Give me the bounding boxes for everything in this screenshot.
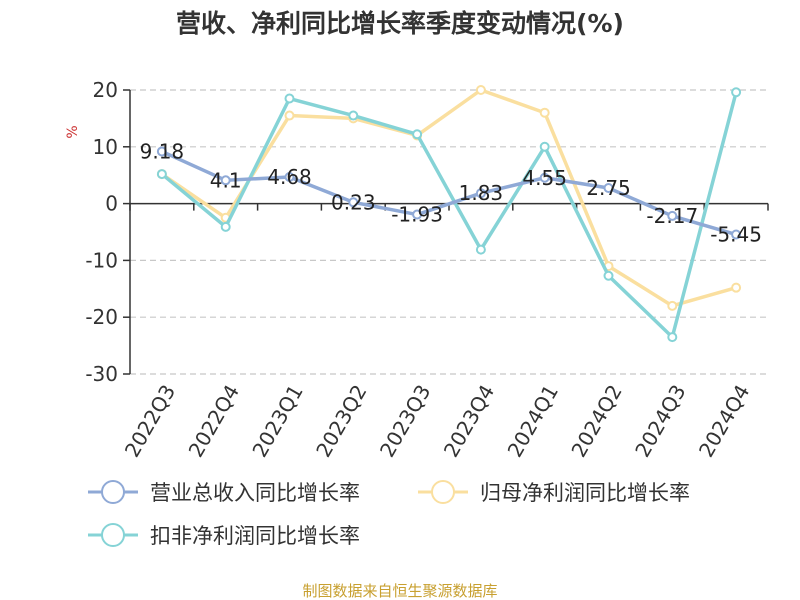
- data-point: [539, 172, 550, 183]
- data-point: [220, 175, 231, 186]
- data-point: [475, 85, 486, 95]
- data-point: [284, 110, 295, 121]
- data-point: [667, 210, 678, 221]
- legend-item[interactable]: 扣非净利润同比增长率: [88, 523, 360, 548]
- data-point: [731, 229, 742, 240]
- legend-swatch-marker: [101, 523, 125, 547]
- data-point: [539, 141, 550, 152]
- data-point: [284, 172, 295, 183]
- y-unit-label: %: [65, 125, 81, 138]
- series-line: [160, 88, 738, 308]
- data-point: [156, 146, 167, 157]
- y-tick-label: -30: [85, 362, 118, 386]
- x-tick-label: 2023Q2: [311, 381, 371, 462]
- data-point: [348, 110, 359, 121]
- data-point: [539, 107, 550, 118]
- x-tick-label: 2023Q4: [439, 381, 499, 462]
- legend-swatch-marker: [101, 480, 125, 504]
- data-point: [731, 282, 742, 293]
- data-label: 1.83: [459, 181, 504, 205]
- data-point: [348, 197, 359, 208]
- data-label: 2.75: [586, 176, 631, 200]
- data-label: 4.68: [267, 165, 312, 189]
- x-tick-label: 2024Q3: [630, 381, 690, 462]
- data-labels: 9.18 4.1 4.68 0.23 -1.93 1.83 4.55 2.75 -2.17 -5.…: [140, 139, 762, 246]
- y-tick-label: -20: [85, 305, 118, 329]
- x-tick-label: 2024Q1: [503, 381, 563, 462]
- x-tick-label: 2023Q3: [375, 381, 435, 462]
- legend-swatch-marker: [431, 480, 455, 504]
- y-tick-label: 10: [93, 135, 118, 159]
- legend-item[interactable]: 营业总收入同比增长率: [88, 480, 360, 505]
- data-point: [412, 129, 423, 140]
- data-label: 9.18: [140, 139, 185, 163]
- x-tick-label: 2022Q4: [184, 381, 244, 462]
- y-tick-label: 20: [93, 78, 118, 102]
- legend-label: 归母净利润同比增长率: [480, 481, 690, 505]
- data-label: -2.17: [646, 204, 698, 228]
- data-label: -5.45: [710, 223, 762, 247]
- chart-title: 营收、净利同比增长率季度变动情况(%): [176, 9, 624, 38]
- data-label: 4.1: [210, 168, 242, 192]
- series-lines: [156, 85, 742, 343]
- data-label: 0.23: [331, 190, 376, 214]
- data-point: [667, 300, 678, 311]
- legend-label: 扣非净利润同比增长率: [150, 524, 360, 548]
- y-tick-label: -10: [85, 248, 118, 272]
- data-point: [475, 188, 486, 199]
- x-tick-label: 2024Q4: [694, 381, 754, 462]
- series-3: [156, 87, 742, 343]
- source-note: 制图数据来自恒生聚源数据库: [302, 582, 497, 600]
- series-1: [156, 146, 742, 240]
- legend-label: 营业总收入同比增长率: [150, 481, 360, 505]
- data-point: [603, 270, 614, 281]
- data-point: [667, 332, 678, 343]
- data-point: [475, 244, 486, 255]
- data-point: [731, 87, 742, 98]
- data-point: [220, 221, 231, 232]
- data-point: [156, 169, 167, 180]
- data-point: [603, 182, 614, 193]
- legend-item[interactable]: 归母净利润同比增长率: [418, 480, 690, 505]
- data-point: [412, 209, 423, 220]
- x-tick-label: 2023Q1: [247, 381, 307, 462]
- series-line: [160, 149, 738, 237]
- series-2: [156, 85, 742, 311]
- data-label: -1.93: [391, 203, 443, 227]
- data-label: 4.55: [522, 166, 567, 190]
- x-tick-label: 2022Q3: [120, 381, 180, 462]
- data-point: [284, 93, 295, 104]
- series-line: [160, 90, 738, 339]
- x-tick-label: 2024Q2: [566, 381, 626, 462]
- y-tick-label: 0: [105, 192, 118, 216]
